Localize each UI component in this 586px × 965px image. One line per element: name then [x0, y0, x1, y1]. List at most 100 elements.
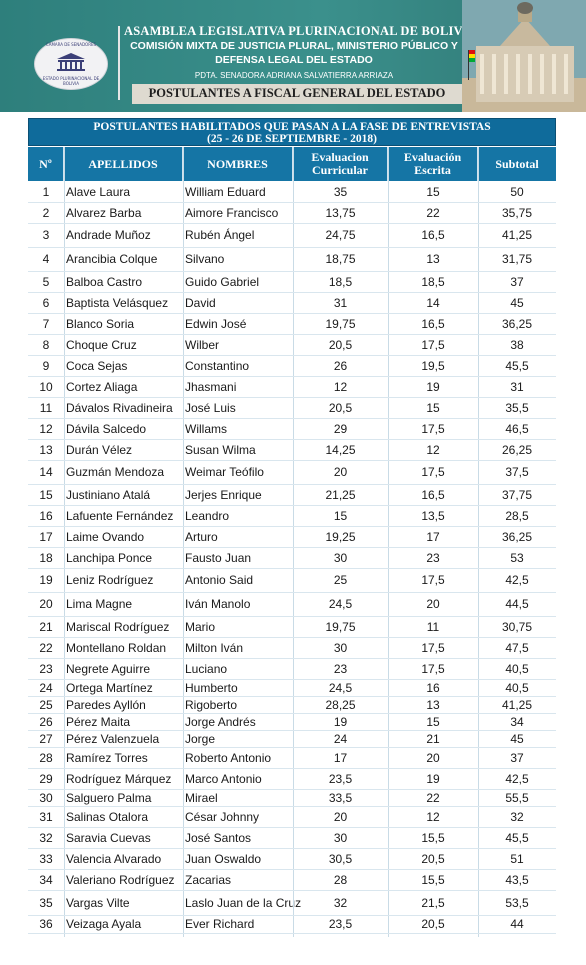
table-row: 14 Guzmán Mendoza Weimar Teófilo 20 17,5 37,5 [28, 460, 556, 484]
table-row: 18 Lanchipa Ponce Fausto Juan 30 23 53 [28, 547, 556, 568]
cell-nombres: José Luis [185, 400, 236, 415]
row-divider [28, 271, 556, 272]
cell-apellidos: Choque Cruz [66, 337, 137, 352]
cell-subtotal: 37 [510, 274, 524, 289]
cell-apellidos: Alvarez Barba [66, 205, 142, 220]
grid-line [388, 147, 389, 937]
cell-nombres: Ever Richard [185, 917, 255, 931]
table-row: 12 Dávila Salcedo Willams 29 17,5 46,5 [28, 418, 556, 439]
cell-subtotal: 26,25 [501, 442, 533, 457]
cell-nombres: Juan Oswaldo [185, 851, 262, 866]
row-divider [28, 890, 556, 891]
table-row: 6 Baptista Velásquez David 31 14 45 [28, 292, 556, 313]
cell-nombres: Fausto Juan [185, 550, 252, 565]
cell-subtotal: 45 [510, 731, 524, 746]
cell-n: 3 [42, 228, 50, 242]
cell-escrita: 13 [426, 252, 440, 266]
row-divider [28, 679, 556, 680]
cell-escrita: 17,5 [421, 640, 445, 655]
cell-curricular: 33,5 [328, 790, 353, 805]
cell-nombres: Silvano [185, 252, 225, 266]
cell-nombres: Arturo [185, 529, 218, 544]
cell-n: 33 [39, 851, 53, 866]
cell-apellidos: Rodríguez Márquez [66, 771, 172, 786]
row-divider [28, 334, 556, 335]
cell-nombres: Luciano [185, 661, 228, 676]
cell-n: 28 [39, 750, 53, 765]
table-title-line2: (25 - 26 DE SEPTIEMBRE - 2018) [207, 133, 377, 145]
cell-nombres: Zacarias [185, 872, 232, 887]
cell-subtotal: 34 [510, 714, 524, 729]
cell-nombres: David [185, 295, 216, 310]
cell-n: 15 [39, 487, 53, 502]
cell-n: 10 [39, 379, 53, 394]
cell-n: 27 [39, 731, 53, 746]
table-row: 31 Salinas Otalora César Johnny 20 12 32 [28, 806, 556, 827]
cell-subtotal: 37 [510, 750, 524, 765]
table-row: 27 Pérez Valenzuela Jorge 24 21 45 [28, 730, 556, 747]
cell-nombres: Humberto [185, 680, 238, 695]
cell-escrita: 15,5 [421, 830, 445, 845]
cell-apellidos: Guzmán Mendoza [66, 465, 165, 479]
cell-n: 24 [39, 680, 53, 695]
cell-subtotal: 35,5 [505, 400, 529, 415]
cell-escrita: 21,5 [421, 895, 445, 910]
cell-nombres: Jerjes Enrique [185, 487, 262, 502]
cell-nombres: Aimore Francisco [185, 205, 279, 220]
cell-escrita: 18,5 [421, 274, 445, 289]
cell-apellidos: Pérez Maita [66, 714, 131, 729]
cell-escrita: 13,5 [421, 508, 445, 523]
row-divider [28, 933, 556, 934]
cell-subtotal: 45 [510, 295, 524, 310]
cell-subtotal: 30,75 [501, 619, 533, 634]
cell-curricular: 24,75 [325, 228, 356, 242]
cell-nombres: Edwin José [185, 316, 247, 331]
logo-bottom-text: ESTADO PLURINACIONAL DE BOLIVIA [42, 76, 100, 86]
cell-curricular: 32 [333, 895, 348, 910]
cell-escrita: 22 [426, 790, 440, 805]
cell-n: 8 [42, 337, 50, 352]
cell-escrita: 16,5 [421, 228, 445, 242]
table-row: 11 Dávalos Rivadineira José Luis 20,5 15 35,5 [28, 397, 556, 418]
row-divider [28, 547, 556, 548]
cell-apellidos: Negrete Aguirre [66, 661, 151, 676]
logo-top-text: CÁMARA DE SENADORES [45, 42, 97, 47]
cell-escrita: 12 [426, 442, 440, 457]
cell-n: 31 [39, 809, 53, 824]
cell-subtotal: 44 [510, 917, 524, 931]
row-divider [28, 526, 556, 527]
cell-subtotal: 53,5 [505, 895, 529, 910]
table-row: 10 Cortez Aliaga Jhasmani 12 19 31 [28, 376, 556, 397]
row-divider [28, 848, 556, 849]
cell-escrita: 19 [426, 771, 440, 786]
cell-subtotal: 41,25 [501, 697, 533, 712]
cell-n: 22 [39, 640, 53, 655]
cell-curricular: 28,25 [325, 697, 356, 712]
row-divider [28, 376, 556, 377]
cell-subtotal: 43,5 [505, 872, 529, 887]
cell-n: 4 [42, 252, 50, 266]
cell-n: 19 [39, 573, 53, 587]
cell-apellidos: Dávalos Rivadineira [66, 400, 173, 415]
cell-curricular: 19,75 [325, 316, 356, 331]
cell-n: 36 [39, 917, 53, 931]
cell-curricular: 12 [333, 379, 348, 394]
cell-nombres: Antonio Said [185, 573, 254, 587]
cell-curricular: 17 [333, 750, 348, 765]
cell-nombres: Rubén Ángel [185, 228, 255, 242]
table-row: 7 Blanco Soria Edwin José 19,75 16,5 36,25 [28, 313, 556, 334]
cell-apellidos: Arancibia Colque [66, 252, 158, 266]
cell-subtotal: 37,75 [501, 487, 533, 502]
cell-escrita: 21 [426, 731, 440, 746]
cell-subtotal: 51 [510, 851, 524, 866]
cell-subtotal: 55,5 [505, 790, 529, 805]
table-row: 2 Alvarez Barba Aimore Francisco 13,75 22 35,… [28, 202, 556, 223]
cell-apellidos: Ortega Martínez [66, 680, 153, 695]
row-divider [28, 505, 556, 506]
cell-n: 16 [39, 508, 53, 523]
cell-n: 35 [39, 895, 53, 910]
cell-subtotal: 46,5 [505, 421, 529, 436]
cell-nombres: Susan Wilma [185, 442, 256, 457]
row-divider [28, 869, 556, 870]
row-divider [28, 202, 556, 203]
